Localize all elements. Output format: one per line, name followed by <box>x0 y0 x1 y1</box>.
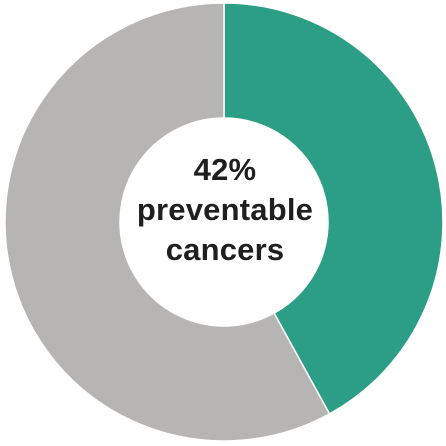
center-line-2: cancers <box>165 232 285 267</box>
center-label: 42% preventable cancers <box>118 150 332 270</box>
center-value: 42% <box>193 152 257 187</box>
slice-remaining <box>4 2 331 442</box>
slice-preventable <box>223 2 444 415</box>
center-line-1: preventable <box>136 192 314 227</box>
